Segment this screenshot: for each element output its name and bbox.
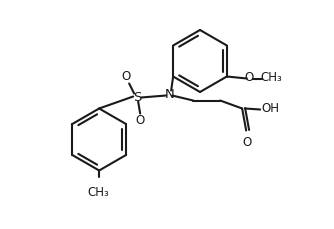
Text: OH: OH [261,102,279,115]
Text: S: S [133,91,141,104]
Text: N: N [164,88,174,101]
Text: O: O [122,70,131,83]
Text: O: O [136,114,145,127]
Text: CH₃: CH₃ [87,185,109,199]
Text: CH₃: CH₃ [260,71,282,84]
Text: O: O [244,71,254,84]
Text: O: O [242,136,252,148]
